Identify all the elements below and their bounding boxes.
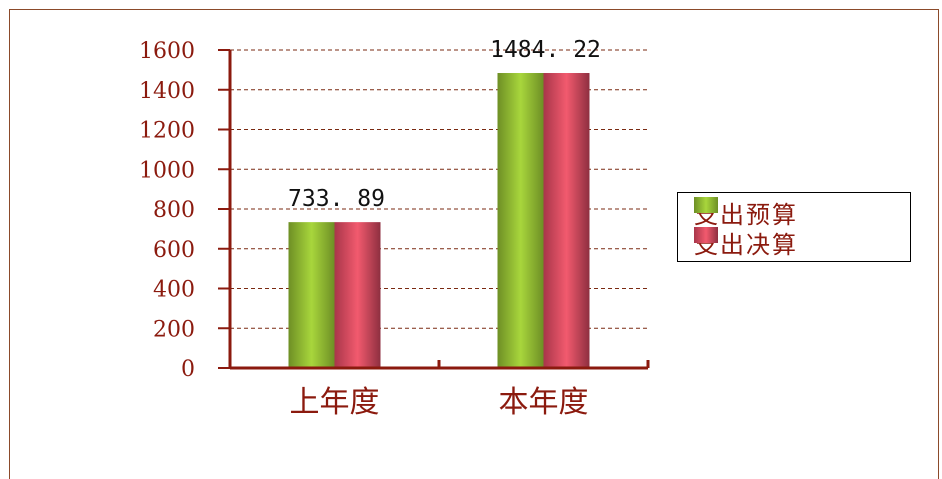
legend-item-budget: 支出预算 — [694, 197, 798, 229]
legend: 支出预算 支出决算 — [677, 192, 911, 262]
bar-final — [334, 222, 381, 368]
y-tick-label: 200 — [153, 317, 195, 342]
category-label: 本年度 — [499, 385, 589, 420]
legend-swatch-budget — [694, 197, 718, 213]
y-tick-label: 1400 — [139, 79, 195, 104]
y-tick-label: 800 — [153, 198, 195, 223]
bar-budget — [288, 222, 335, 368]
data-label: 1484. 22 — [490, 37, 601, 63]
bars — [288, 73, 590, 368]
y-tick-label: 0 — [181, 357, 195, 382]
chart-frame — [9, 9, 939, 479]
bar-budget — [497, 73, 544, 368]
data-label: 733. 89 — [288, 186, 385, 212]
y-tick-label: 600 — [153, 238, 195, 263]
category-label: 上年度 — [290, 385, 380, 420]
y-tick-label: 1200 — [139, 119, 195, 144]
y-tick-label: 1000 — [139, 158, 195, 183]
legend-item-final: 支出决算 — [694, 227, 798, 259]
bar-final — [543, 73, 590, 368]
labels: 0 200 400 600 800 1000 1200 1400 1600 上年度 733. 89 本… — [139, 37, 601, 420]
axes — [218, 49, 650, 370]
legend-swatch-final — [694, 227, 718, 243]
y-tick-label: 1600 — [139, 39, 195, 64]
y-tick-label: 400 — [153, 278, 195, 303]
